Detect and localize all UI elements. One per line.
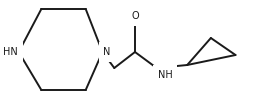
Text: O: O bbox=[131, 11, 139, 21]
Text: N: N bbox=[103, 47, 111, 57]
Text: NH: NH bbox=[158, 70, 173, 80]
Text: HN: HN bbox=[3, 47, 18, 57]
